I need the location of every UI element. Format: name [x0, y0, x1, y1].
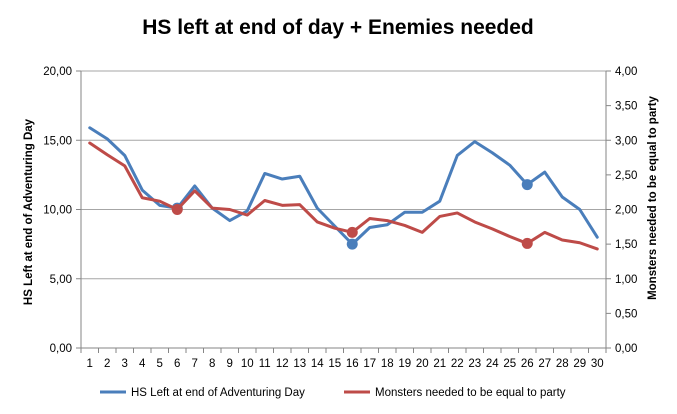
x-tick-label: 12	[276, 358, 289, 370]
right-tick-label: 3,00	[615, 135, 637, 147]
x-tick-label: 23	[468, 358, 481, 370]
x-tick-label: 20	[416, 358, 429, 370]
x-tick-label: 26	[521, 358, 534, 370]
x-tick-label: 25	[503, 358, 516, 370]
x-tick-label: 29	[573, 358, 586, 370]
right-axis-title: Monsters needed to be equal to party	[647, 95, 659, 299]
series-marker-1	[521, 237, 533, 249]
left-tick-label: 0,00	[50, 343, 72, 355]
x-tick-label: 9	[227, 358, 233, 370]
x-tick-label: 27	[538, 358, 551, 370]
right-tick-label: 2,00	[615, 205, 637, 217]
x-tick-label: 7	[192, 358, 198, 370]
left-tick-label: 20,00	[43, 66, 72, 78]
x-tick-label: 3	[122, 358, 128, 370]
x-tick-label: 11	[259, 358, 271, 370]
series-marker-0	[521, 179, 533, 191]
chart-title: HS left at end of day + Enemies needed	[142, 16, 534, 39]
series-marker-0	[346, 238, 358, 250]
x-tick-label: 30	[591, 358, 604, 370]
right-tick-label: 1,50	[615, 239, 637, 251]
right-tick-label: 2,50	[615, 170, 637, 182]
right-tick-label: 4,00	[615, 66, 637, 78]
right-tick-label: 3,50	[615, 101, 637, 113]
right-axis-ticks: 0,00 0,50 1,00 1,50 2,00 2,50 3,00 3,50 4,00	[606, 66, 637, 355]
x-tick-label: 14	[311, 358, 324, 370]
series-marker-1	[171, 204, 183, 215]
legend-label-hs-left: HS Left at end of Adventuring Day	[131, 387, 305, 399]
x-tick-label: 2	[104, 358, 110, 370]
right-tick-label: 1,00	[615, 274, 637, 286]
right-tick-label: 0,50	[615, 308, 637, 320]
left-tick-label: 10,00	[43, 205, 72, 217]
x-tick-label: 10	[241, 358, 254, 370]
right-tick-label: 0,00	[615, 343, 637, 355]
x-tick-label: 18	[381, 358, 394, 370]
left-tick-label: 15,00	[43, 135, 72, 147]
x-tick-label: 1	[87, 358, 93, 370]
series-marker-1	[346, 226, 358, 238]
x-tick-label: 21	[433, 358, 446, 370]
x-tick-label: 19	[398, 358, 411, 370]
x-tick-label: 22	[451, 358, 464, 370]
x-tick-label: 13	[293, 358, 306, 370]
legend: HS Left at end of Adventuring Day Monste…	[100, 387, 566, 399]
x-tick-label: 5	[157, 358, 163, 370]
x-tick-label: 28	[556, 358, 569, 370]
legend-label-monsters-needed: Monsters needed to be equal to party	[375, 387, 566, 399]
x-tick-label: 24	[486, 358, 499, 370]
x-tick-label: 17	[363, 358, 376, 370]
left-axis-ticks: 0,00 5,00 10,00 15,00 20,00	[43, 66, 81, 355]
left-tick-label: 5,00	[50, 274, 72, 286]
x-tick-label: 8	[209, 358, 215, 370]
series-layer	[88, 126, 599, 251]
x-axis-ticks: 1 2 3 4 5 6 7 8 9 10 11 12 13 14 15 16 17 18 19 20 21 22 23 24 2…	[80, 348, 607, 370]
gridlines	[81, 70, 606, 280]
x-tick-label: 16	[346, 358, 359, 370]
x-tick-label: 4	[139, 358, 146, 370]
x-tick-label: 6	[174, 358, 180, 370]
left-axis-title: HS Left at end of Adventuring Day	[23, 118, 35, 305]
x-tick-label: 15	[328, 358, 341, 370]
